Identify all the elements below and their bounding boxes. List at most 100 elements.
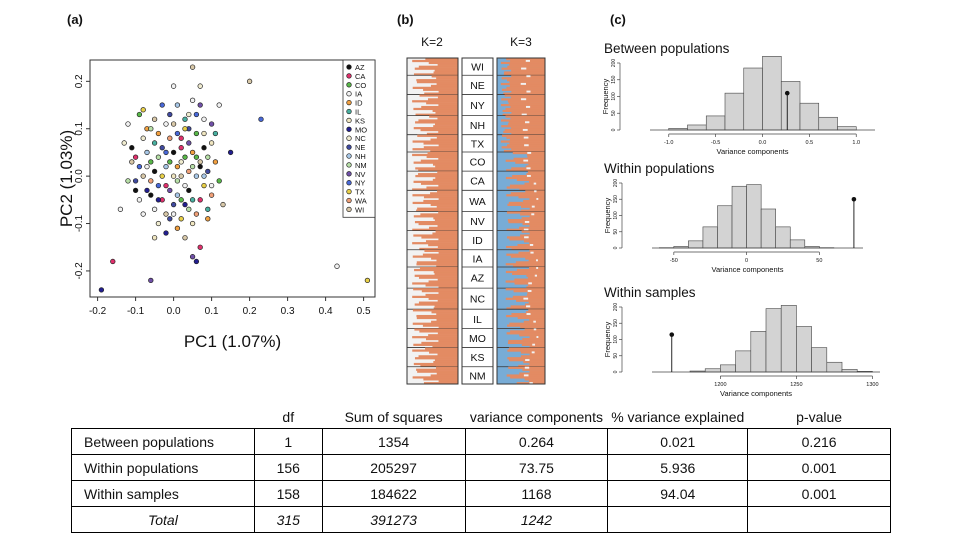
histogram-bar [746, 184, 762, 249]
legend-marker [346, 64, 352, 70]
k3-minor-bar [527, 151, 532, 155]
k3-minor-bar [525, 359, 530, 362]
k2-ancestry-bar [433, 71, 458, 74]
k3-minor-bar [526, 75, 531, 78]
k3-frame [496, 57, 546, 385]
k2-ancestry-bar [437, 190, 458, 193]
k2-ancestry-bar [431, 311, 458, 314]
k2-ancestry-bar [412, 295, 458, 299]
table-row: Between populations 1 1354 0.264 0.021 0… [71, 428, 891, 455]
population-label: MO [469, 333, 486, 345]
k2-ancestry-bar [437, 278, 458, 281]
k3-ancestry-bar [510, 96, 545, 99]
k3-minor-bar [530, 251, 534, 254]
table-cell: 156 [253, 454, 323, 481]
histogram-y-tick-label: 150 [613, 195, 619, 204]
k2-ancestry-bar [438, 90, 458, 93]
k3-minor-bar [532, 343, 536, 346]
legend-label: IA [355, 90, 362, 99]
scatter-point [151, 206, 158, 212]
scatter-point [193, 173, 200, 179]
k2-ancestry-bar [413, 73, 458, 76]
histogram-bar [687, 124, 707, 131]
k2-ancestry-bar [416, 368, 458, 371]
k2-ancestry-bar [426, 186, 458, 189]
scatter-point [197, 159, 203, 165]
k2-ancestry-bar [436, 265, 458, 268]
table-cell: 158 [253, 480, 323, 507]
population-label: CA [470, 176, 485, 188]
k2-ancestry-bar [421, 290, 458, 293]
k3-minor-bar [525, 59, 530, 63]
k2-ancestry-bar [415, 113, 458, 116]
table-cell: 0.001 [747, 480, 891, 507]
x-tick-label: 0.2 [243, 306, 257, 317]
x-tick-label: 0.4 [319, 306, 333, 317]
k2-ancestry-bar [419, 330, 458, 333]
k3-minor-bar [522, 128, 528, 132]
k2-ancestry-bar [420, 182, 458, 185]
table-cell: 184622 [321, 480, 466, 507]
legend-marker [346, 135, 352, 141]
scatter-point [364, 277, 371, 284]
table-cell: 1168 [464, 480, 609, 507]
k3-ancestry-bar [520, 326, 545, 329]
table-row: Within samples 158 184622 1168 94.04 0.0… [71, 480, 891, 507]
k3-ancestry-bar [509, 84, 545, 88]
k3-minor-bar [525, 105, 531, 109]
k3-ancestry-bar [506, 314, 545, 318]
k2-ancestry-bar [420, 364, 458, 368]
histogram-y-tick-label: 150 [611, 75, 617, 84]
k2-ancestry-bar [424, 249, 458, 252]
k3-minor-bar [526, 305, 531, 308]
panel-label: (b) [397, 12, 414, 27]
table-header-cell [72, 406, 255, 429]
histogram-x-tick-label: 1250 [790, 382, 802, 388]
k3-ancestry-bar [504, 94, 545, 97]
population-label: NE [470, 80, 485, 92]
k2-ancestry-bar [425, 240, 458, 243]
legend-marker [346, 206, 352, 213]
scatter-point [208, 121, 215, 127]
histogram-y-tick-label: 200 [613, 179, 619, 188]
k3-minor-bar [529, 244, 534, 247]
scatter-point [140, 107, 146, 113]
k2-ancestry-bar [416, 79, 458, 82]
k2-ancestry-bar [431, 320, 458, 323]
scatter-point [182, 201, 188, 208]
scatter-point [159, 145, 165, 151]
histogram-bar [717, 205, 733, 249]
scatter-point [144, 187, 150, 194]
k3-ancestry-bar [507, 123, 545, 126]
histogram-bar [765, 308, 782, 373]
k2-frame [406, 57, 459, 385]
scatter-point [205, 168, 211, 175]
k3-ancestry-bar [529, 345, 545, 348]
k3-ancestry-bar [523, 240, 545, 243]
k3-ancestry-bar [514, 278, 545, 281]
scatter-point [125, 178, 131, 184]
legend-label: CO [355, 81, 366, 90]
k3-ancestry-bar [506, 58, 545, 61]
k3-minor-bar [533, 320, 536, 323]
histogram-x-label: Variance components [712, 265, 784, 274]
k3-ancestry-bar [511, 132, 545, 136]
k3-ancestry-bar [500, 61, 545, 65]
k3-ancestry-bar [523, 360, 545, 364]
scatter-point [163, 121, 169, 127]
k3-ancestry-bar [500, 140, 545, 143]
histogram-bar [702, 226, 718, 249]
k3-minor-bar [523, 136, 529, 139]
scatter-point [174, 178, 181, 184]
k3-ancestry-bar [504, 71, 545, 74]
scatter-point [140, 135, 146, 141]
k2-ancestry-bar [438, 197, 458, 201]
k2-ancestry-bar [438, 339, 458, 343]
table-cell: Between populations [71, 428, 255, 455]
k3-ancestry-bar [502, 134, 545, 137]
x-tick-label: 0.3 [281, 306, 295, 317]
k2-ancestry-bar [412, 153, 458, 157]
k2-ancestry-bar [438, 144, 458, 147]
k2-ancestry-bar [438, 211, 458, 214]
k2-ancestry-bar [417, 207, 458, 210]
